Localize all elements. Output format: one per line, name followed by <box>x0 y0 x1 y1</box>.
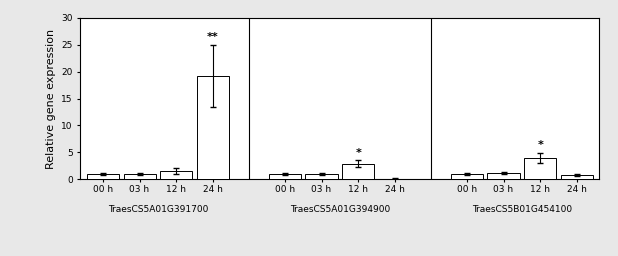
Text: *: * <box>355 148 361 158</box>
Bar <box>124 174 156 179</box>
Bar <box>160 171 192 179</box>
Bar <box>342 164 375 179</box>
Bar <box>197 76 229 179</box>
Bar <box>524 158 556 179</box>
Bar <box>305 174 337 179</box>
Bar <box>561 175 593 179</box>
Text: TraesCS5A01G391700: TraesCS5A01G391700 <box>108 205 208 214</box>
Bar <box>451 174 483 179</box>
Bar <box>87 174 119 179</box>
Bar <box>488 173 520 179</box>
Text: TraesCS5B01G454100: TraesCS5B01G454100 <box>472 205 572 214</box>
Text: *: * <box>537 140 543 150</box>
Text: **: ** <box>207 32 219 42</box>
Bar <box>269 174 301 179</box>
Y-axis label: Relative gene expression: Relative gene expression <box>46 28 56 169</box>
Text: TraesCS5A01G394900: TraesCS5A01G394900 <box>290 205 390 214</box>
